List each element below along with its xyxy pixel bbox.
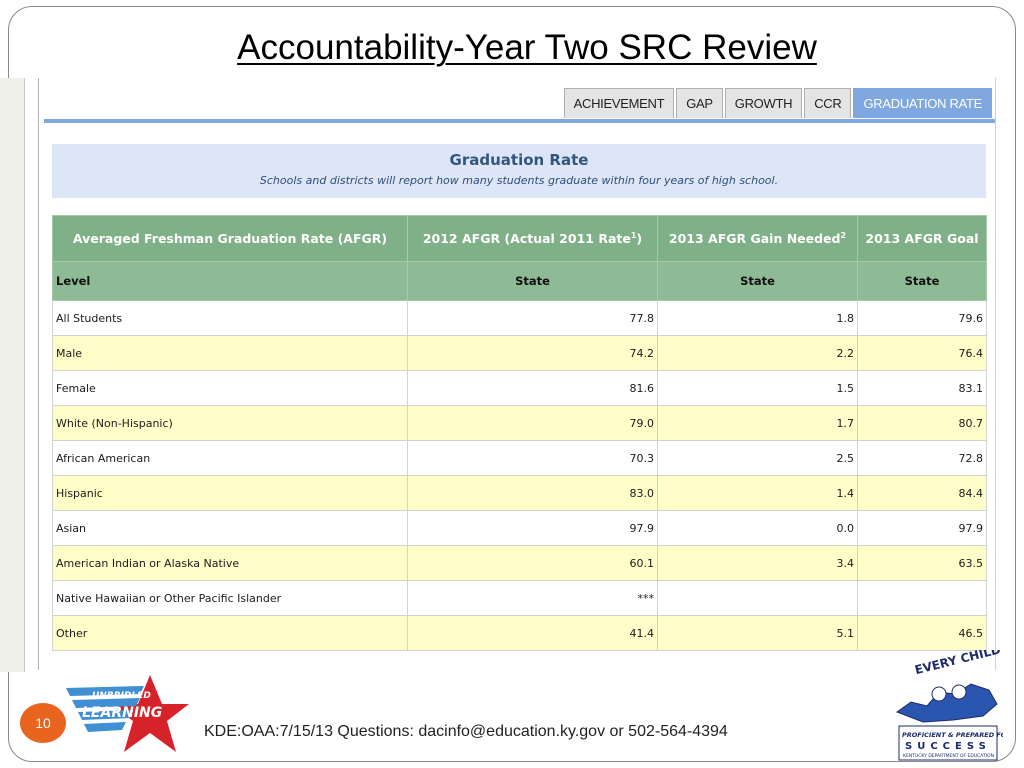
subheader-state: State — [857, 261, 987, 301]
cell-level: Other — [52, 615, 408, 651]
cell-afgr-2012: 41.4 — [407, 615, 658, 651]
svg-text:KENTUCKY DEPARTMENT OF EDUCATI: KENTUCKY DEPARTMENT OF EDUCATION — [903, 753, 994, 759]
tab-gap[interactable]: GAP — [676, 88, 723, 118]
cell-afgr-2012: 81.6 — [407, 370, 658, 406]
cell-level: Asian — [52, 510, 408, 546]
tab-graduation-rate[interactable]: GRADUATION RATE — [853, 88, 992, 118]
cell-goal: 46.5 — [857, 615, 987, 651]
cell-afgr-2012: *** — [407, 580, 658, 616]
cell-gain: 3.4 — [657, 545, 858, 581]
cell-level: Native Hawaiian or Other Pacific Islande… — [52, 580, 408, 616]
section-banner: Graduation Rate Schools and districts wi… — [52, 144, 986, 198]
cell-afgr-2012: 79.0 — [407, 405, 658, 441]
cell-gain: 1.8 — [657, 300, 858, 336]
subheader-state: State — [407, 261, 658, 301]
svg-text:UNBRIDLED: UNBRIDLED — [92, 691, 151, 701]
footer-contact-text: KDE:OAA:7/15/13 Questions: dacinfo@educa… — [204, 723, 728, 740]
cell-goal — [857, 580, 987, 616]
cell-level: African American — [52, 440, 408, 476]
subheader-state: State — [657, 261, 858, 301]
header-2012-afgr-close: ) — [636, 231, 643, 247]
table-row: African American 70.3 2.5 72.8 — [52, 440, 987, 476]
table-row: Other 41.4 5.1 46.5 — [52, 615, 987, 651]
table-subheader-row: Level State State State — [52, 261, 987, 301]
table-row: Native Hawaiian or Other Pacific Islande… — [52, 580, 987, 616]
table-row: American Indian or Alaska Native 60.1 3.4 6… — [52, 545, 987, 581]
cell-level: White (Non-Hispanic) — [52, 405, 408, 441]
cell-gain: 0.0 — [657, 510, 858, 546]
cell-goal: 97.9 — [857, 510, 987, 546]
page-number-badge: 10 — [20, 703, 66, 743]
cell-gain: 2.5 — [657, 440, 858, 476]
svg-text:SUCCESS: SUCCESS — [905, 741, 991, 752]
cell-level: Male — [52, 335, 408, 371]
header-gain-needed: 2013 AFGR Gain Needed2 — [657, 215, 858, 262]
cell-goal: 79.6 — [857, 300, 987, 336]
footnote-2: 2 — [840, 230, 847, 240]
cell-gain: 2.2 — [657, 335, 858, 371]
header-gain-needed-text: 2013 AFGR Gain Needed — [668, 231, 841, 247]
cell-afgr-2012: 83.0 — [407, 475, 658, 511]
cell-gain: 5.1 — [657, 615, 858, 651]
cell-afgr-2012: 74.2 — [407, 335, 658, 371]
table-row: Female 81.6 1.5 83.1 — [52, 370, 987, 406]
section-subtitle: Schools and districts will report how ma… — [259, 174, 779, 187]
tab-underline-rule — [44, 119, 995, 123]
cell-afgr-2012: 60.1 — [407, 545, 658, 581]
header-2012-afgr-text: 2012 AFGR (Actual 2011 Rate — [422, 231, 631, 247]
cell-level: Female — [52, 370, 408, 406]
slide-title: Accountability-Year Two SRC Review — [237, 28, 817, 67]
table-header-row: Averaged Freshman Graduation Rate (AFGR)… — [52, 215, 987, 262]
cell-gain — [657, 580, 858, 616]
cell-goal: 84.4 — [857, 475, 987, 511]
unbridled-learning-logo-icon: UNBRIDLED LEARNING — [66, 675, 189, 752]
table-row: White (Non-Hispanic) 79.0 1.7 80.7 — [52, 405, 987, 441]
cell-goal: 83.1 — [857, 370, 987, 406]
footnote-1: 1 — [630, 230, 637, 240]
cell-gain: 1.5 — [657, 370, 858, 406]
cell-gain: 1.7 — [657, 405, 858, 441]
header-2012-afgr: 2012 AFGR (Actual 2011 Rate1) — [407, 215, 658, 262]
table-row: Asian 97.9 0.0 97.9 — [52, 510, 987, 546]
cell-afgr-2012: 70.3 — [407, 440, 658, 476]
cell-goal: 63.5 — [857, 545, 987, 581]
svg-text:EVERY CHILD: EVERY CHILD — [913, 650, 1002, 677]
cell-gain: 1.4 — [657, 475, 858, 511]
table-body: All Students 77.8 1.8 79.6 Male 74.2 2.2 76.4 … — [52, 300, 987, 651]
table-row: Male 74.2 2.2 76.4 — [52, 335, 987, 371]
cell-level: Hispanic — [52, 475, 408, 511]
svg-text:LEARNING: LEARNING — [82, 705, 162, 721]
cell-afgr-2012: 97.9 — [407, 510, 658, 546]
left-sidebar-strip — [0, 78, 25, 672]
table-row: Hispanic 83.0 1.4 84.4 — [52, 475, 987, 511]
header-afgr: Averaged Freshman Graduation Rate (AFGR) — [52, 215, 408, 262]
tab-achievement[interactable]: ACHIEVEMENT — [563, 88, 675, 118]
cell-afgr-2012: 77.8 — [407, 300, 658, 336]
svg-text:PROFICIENT & PREPARED FOR: PROFICIENT & PREPARED FOR — [902, 731, 1003, 739]
tab-ccr[interactable]: CCR — [804, 88, 852, 118]
cell-level: American Indian or Alaska Native — [52, 545, 408, 581]
cell-goal: 80.7 — [857, 405, 987, 441]
cell-level: All Students — [52, 300, 408, 336]
graduation-rate-table: Averaged Freshman Graduation Rate (AFGR)… — [52, 215, 987, 651]
tab-growth[interactable]: GROWTH — [724, 88, 803, 118]
embedded-report-screenshot: ACHIEVEMENT GAP GROWTH CCR GRADUATION RA… — [38, 78, 996, 670]
section-title: Graduation Rate — [449, 151, 589, 169]
header-2013-goal: 2013 AFGR Goal — [857, 215, 987, 262]
every-child-logo-icon: EVERY CHILD PROFICIENT & PREPARED FOR SU… — [895, 650, 1003, 761]
subheader-level: Level — [52, 261, 408, 301]
tab-bar: ACHIEVEMENT GAP GROWTH CCR GRADUATION RA… — [563, 88, 992, 118]
table-row: All Students 77.8 1.8 79.6 — [52, 300, 987, 336]
cell-goal: 72.8 — [857, 440, 987, 476]
cell-goal: 76.4 — [857, 335, 987, 371]
